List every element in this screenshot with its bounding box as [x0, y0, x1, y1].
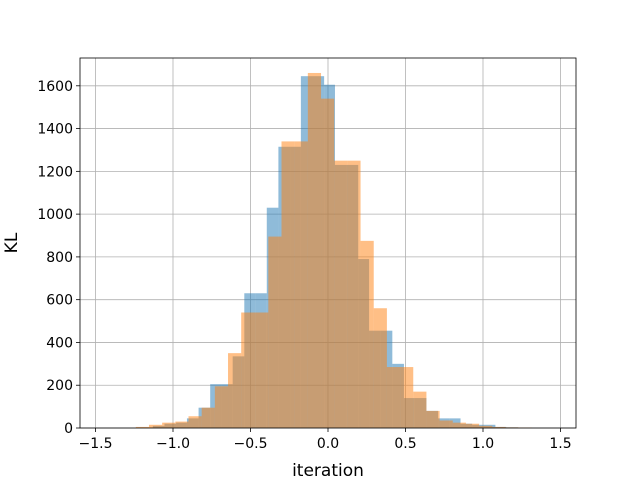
histogram-bar	[347, 160, 361, 428]
histogram-series-2	[135, 72, 532, 429]
y-tick-label: 800	[46, 250, 73, 266]
x-axis-label: iteration	[292, 461, 364, 480]
histogram-bar	[373, 308, 387, 428]
histogram-bar	[281, 141, 295, 428]
histogram-bar	[386, 367, 401, 428]
histogram-bar	[294, 141, 308, 428]
histogram-bar	[492, 426, 506, 428]
y-tick-label: 1400	[37, 122, 73, 138]
histogram-bar	[400, 367, 414, 428]
x-tick-label: 0.0	[317, 436, 339, 452]
x-tick-label: 0.5	[394, 436, 416, 452]
histogram-bar	[175, 421, 189, 428]
y-tick-label: 400	[46, 335, 73, 351]
histogram-bar	[452, 422, 466, 428]
histogram-bar	[465, 423, 480, 428]
histogram-bar	[162, 422, 176, 428]
x-axis-ticks: −1.5 −1.0 −0.5 0.0 0.5 1.0 1.5	[79, 428, 572, 452]
histogram-bar	[321, 98, 335, 429]
histogram-bar	[201, 407, 215, 428]
histogram-bar	[135, 426, 149, 428]
histogram-bar	[426, 410, 440, 428]
histogram-bar	[214, 386, 229, 428]
y-tick-label: 0	[64, 421, 73, 437]
y-tick-label: 1600	[37, 79, 73, 95]
histogram-bar	[413, 391, 427, 428]
x-tick-label: −1.0	[156, 436, 190, 452]
histogram-bar	[360, 240, 374, 428]
histogram-bar	[439, 420, 453, 428]
y-tick-label: 1000	[37, 207, 73, 223]
y-tick-label: 1200	[37, 164, 73, 180]
y-tick-label: 600	[46, 293, 73, 309]
x-tick-label: 1.5	[549, 436, 571, 452]
y-tick-label: 200	[46, 378, 73, 394]
histogram-bar	[148, 424, 163, 428]
histogram-bar	[479, 425, 493, 428]
histogram-bar	[241, 312, 256, 428]
x-tick-label: 1.0	[472, 436, 494, 452]
histogram-bar	[307, 72, 322, 428]
histogram-bar	[228, 353, 242, 428]
x-tick-label: −0.5	[234, 436, 268, 452]
histogram-bars	[135, 72, 532, 429]
histogram-bar	[268, 236, 282, 428]
histogram-bar	[255, 312, 269, 428]
histogram-bar	[188, 416, 202, 428]
y-axis-label: KL	[2, 232, 22, 253]
x-tick-label: −1.5	[79, 436, 113, 452]
y-axis-ticks: 0 200 400 600 800 1000 1200 1400 1600	[37, 79, 80, 437]
histogram-bar	[334, 160, 348, 428]
